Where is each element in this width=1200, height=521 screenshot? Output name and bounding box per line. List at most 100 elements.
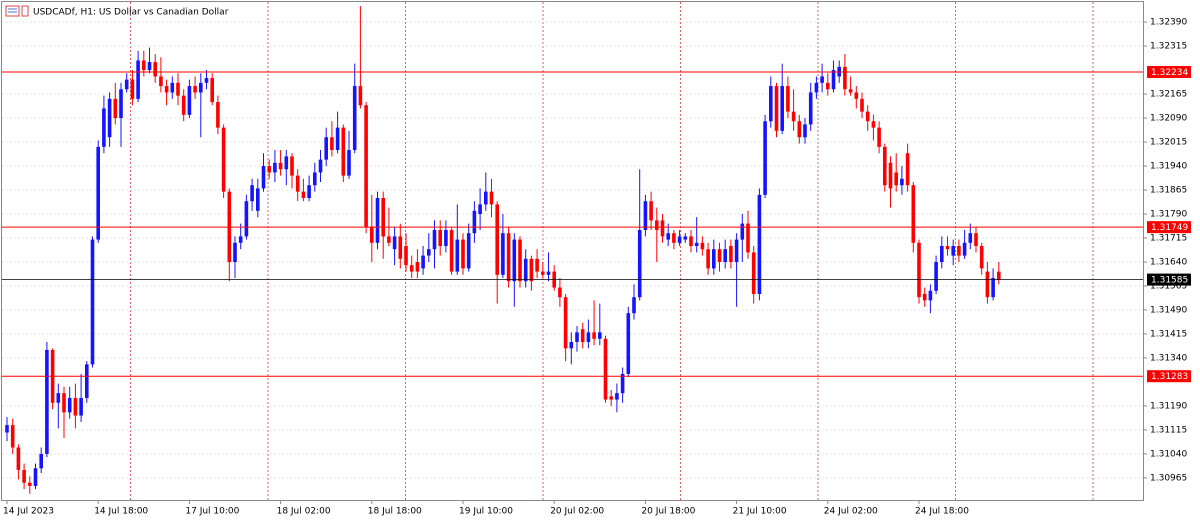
candle-body <box>267 166 271 173</box>
candle-body <box>22 469 26 483</box>
candle-body <box>558 287 562 298</box>
candle-body <box>769 86 773 122</box>
candle-body <box>820 76 824 83</box>
candle-body <box>45 349 49 454</box>
y-tick-label: 1.32165 <box>1150 90 1187 100</box>
candle-body <box>33 468 38 486</box>
level-label: 1.31749 <box>1151 223 1188 233</box>
candle-body <box>432 230 437 250</box>
candle-body <box>865 111 870 122</box>
candle-body <box>330 137 334 151</box>
candle-body <box>546 271 551 275</box>
level-label-box <box>1147 221 1191 234</box>
candle-body <box>871 121 876 128</box>
candle-body <box>580 329 585 342</box>
candle-body <box>848 89 853 93</box>
candle-body <box>763 121 767 195</box>
candle-body <box>130 79 135 99</box>
candle-body <box>102 108 106 147</box>
candle-body <box>181 95 186 115</box>
candle-body <box>501 233 505 275</box>
candle-body <box>489 191 494 205</box>
price-label-box <box>1147 273 1191 286</box>
candle-body <box>626 313 631 374</box>
candle-body <box>951 246 955 256</box>
candle-body <box>10 425 15 448</box>
candle-body <box>398 236 403 259</box>
candle-body <box>216 102 220 128</box>
candle-body <box>997 271 1001 280</box>
candle-body <box>928 290 933 301</box>
y-tick-label: 1.31115 <box>1150 425 1187 435</box>
candle-body <box>261 166 266 189</box>
candle-body <box>632 297 636 314</box>
candle-body <box>911 185 916 243</box>
candle-body <box>335 127 340 151</box>
title-icon <box>5 5 29 17</box>
x-tick-label: 20 Jul 18:00 <box>641 507 695 517</box>
x-tick-label: 19 Jul 10:00 <box>459 507 513 517</box>
icon <box>21 5 29 17</box>
candle-body <box>90 239 95 365</box>
y-tick-label: 1.32315 <box>1150 42 1187 52</box>
candle-body <box>905 153 910 186</box>
candle-body <box>164 86 169 93</box>
y-tick-label: 1.31640 <box>1150 257 1187 267</box>
candle-body <box>62 393 66 413</box>
candle-body <box>352 86 357 151</box>
candle-body <box>295 175 300 192</box>
candle-body <box>221 127 226 192</box>
candle-body <box>381 198 385 237</box>
candle-body <box>894 172 898 186</box>
candle-body <box>523 258 528 282</box>
candle-body <box>404 246 408 266</box>
candle-body <box>170 82 175 93</box>
candle-body <box>85 364 89 398</box>
candle-body <box>153 62 157 77</box>
y-tick-label: 1.30965 <box>1150 473 1187 483</box>
candle-body <box>922 293 927 301</box>
candle-body <box>586 332 591 342</box>
candle-body <box>307 185 311 199</box>
candle-body <box>888 162 893 189</box>
candle-body <box>107 98 112 138</box>
candle-body <box>392 236 397 250</box>
candle-body <box>843 66 847 90</box>
candle-body <box>313 172 317 186</box>
candle-body <box>455 239 460 272</box>
candle-body <box>204 78 209 83</box>
candle-body <box>826 82 830 90</box>
candle-body <box>962 242 967 256</box>
candle-body <box>683 236 688 240</box>
candle-body <box>318 159 323 173</box>
candle-body <box>16 447 21 470</box>
candle-body <box>666 233 670 240</box>
candle-body <box>786 86 790 112</box>
plot <box>2 2 1143 500</box>
candle-body <box>803 124 807 138</box>
candle-body <box>324 137 328 160</box>
level-label-box <box>1147 370 1191 383</box>
candle-body <box>358 86 363 106</box>
candle-body <box>598 332 602 339</box>
y-tick-label: 1.31415 <box>1150 329 1187 339</box>
candle-body <box>347 150 351 176</box>
candle-body <box>478 204 482 215</box>
price-label: 1.31585 <box>1151 276 1188 286</box>
candle-body <box>729 246 733 262</box>
candle-body <box>415 261 420 272</box>
candle-body <box>56 393 61 403</box>
candle-body <box>694 242 699 247</box>
candle-body <box>883 146 887 186</box>
y-tick-label: 1.32390 <box>1150 18 1187 28</box>
candle-body <box>159 76 163 87</box>
candle-body <box>940 246 944 262</box>
level-label: 1.31283 <box>1151 372 1188 382</box>
candle-body <box>563 297 568 349</box>
x-tick-label: 20 Jul 02:00 <box>550 507 604 517</box>
candle-body <box>854 92 859 99</box>
candle-body <box>751 252 756 294</box>
candle-body <box>39 453 43 469</box>
